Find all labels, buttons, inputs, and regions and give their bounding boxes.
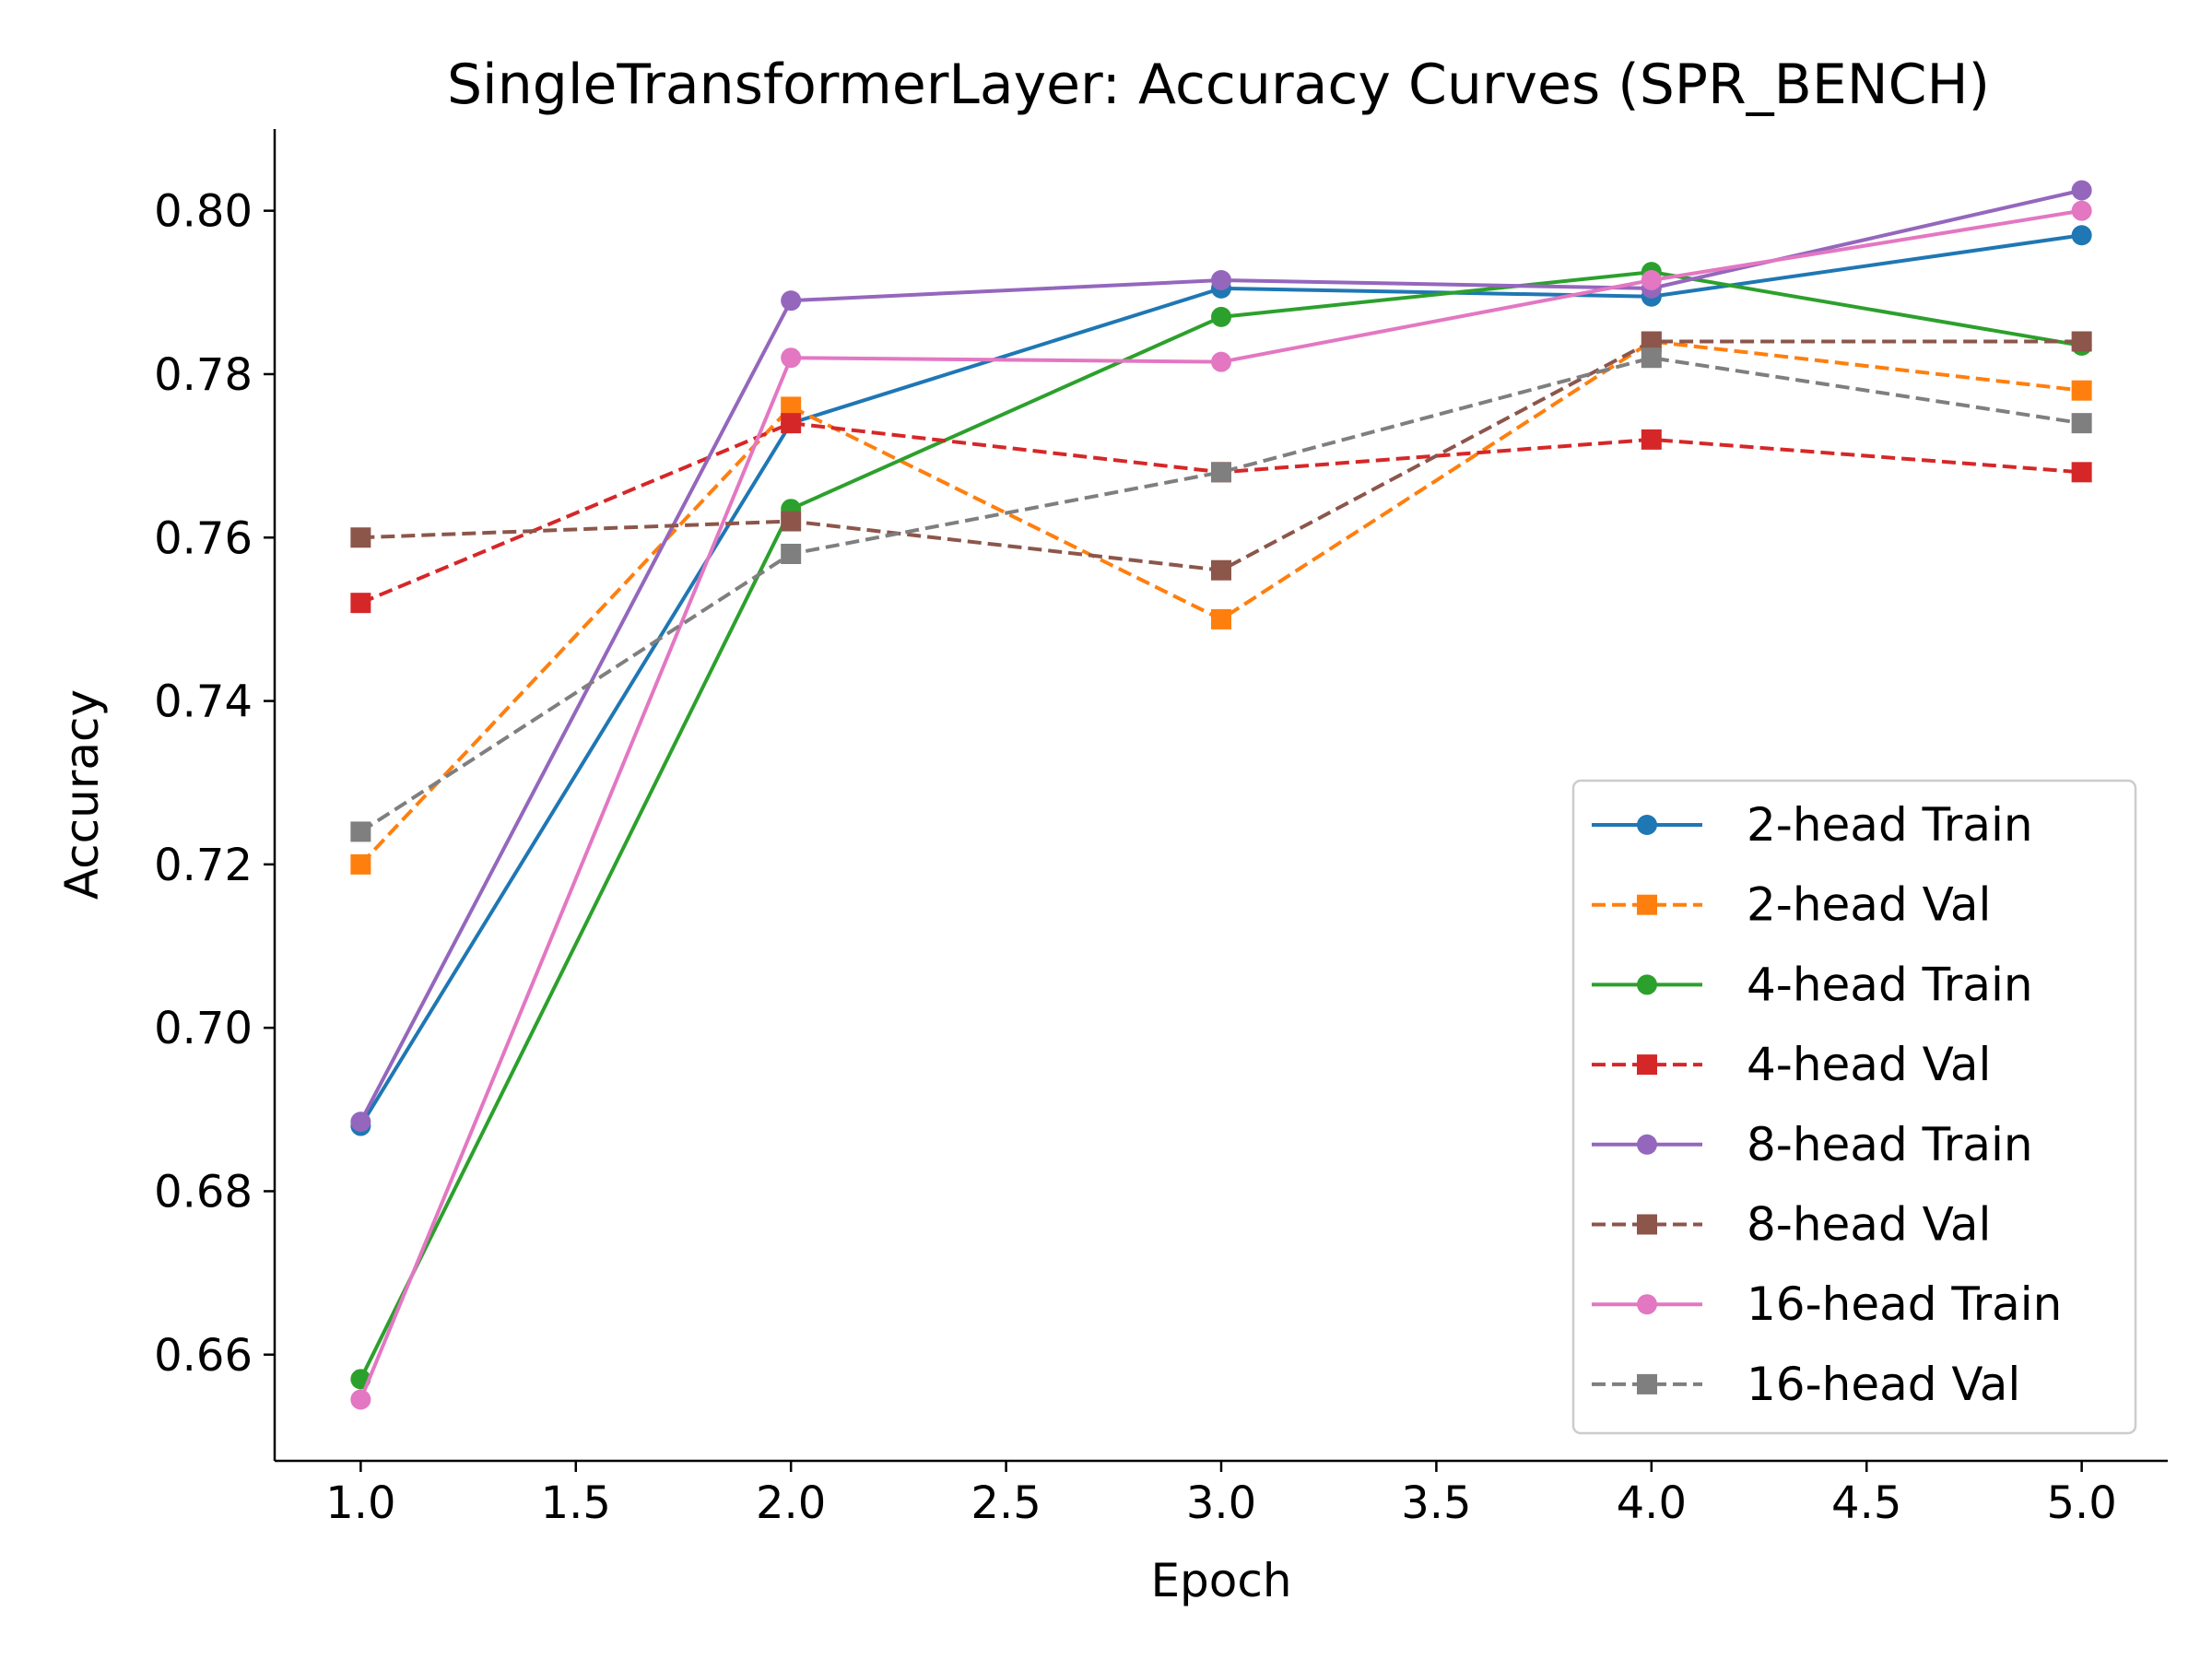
- y-tick-label: 0.70: [154, 1003, 253, 1054]
- data-point: [1641, 429, 1662, 450]
- data-point: [2071, 200, 2092, 221]
- data-point: [781, 290, 802, 312]
- data-point: [781, 347, 802, 369]
- legend-marker: [1637, 1054, 1657, 1076]
- data-point: [350, 593, 371, 614]
- data-point: [781, 543, 802, 564]
- data-point: [1211, 559, 1231, 581]
- legend-label: 2-head Train: [1747, 798, 2033, 852]
- y-tick-label: 0.66: [154, 1330, 253, 1382]
- data-point: [781, 396, 802, 418]
- y-tick-label: 0.74: [154, 677, 253, 728]
- y-tick-label: 0.76: [154, 512, 253, 564]
- x-tick-label: 5.0: [2046, 1477, 2116, 1529]
- legend: 2-head Train 2-head Val 4-head Train 4-head…: [1571, 779, 2137, 1435]
- legend-label: 16-head Val: [1747, 1358, 2020, 1411]
- legend-marker: [1637, 1134, 1657, 1155]
- chart-title: SingleTransformerLayer: Accuracy Curves …: [447, 53, 1990, 117]
- data-point: [2071, 225, 2092, 246]
- data-point: [350, 527, 371, 548]
- data-point: [1211, 608, 1231, 629]
- x-tick-label: 2.0: [756, 1477, 826, 1529]
- legend-label: 8-head Val: [1747, 1198, 1991, 1252]
- y-tick-label: 0.78: [154, 349, 253, 401]
- legend-label: 2-head Val: [1747, 878, 1991, 932]
- legend-marker: [1637, 894, 1657, 915]
- data-point: [1211, 270, 1231, 291]
- x-tick-label: 1.5: [541, 1477, 611, 1529]
- plot-lines: [350, 180, 2092, 1410]
- y-tick-label: 0.68: [154, 1166, 253, 1218]
- y-tick-label: 0.80: [154, 186, 253, 238]
- legend-marker: [1637, 1294, 1657, 1315]
- data-point: [1211, 462, 1231, 483]
- legend-frame: [1571, 779, 2137, 1435]
- legend-label: 4-head Val: [1747, 1038, 1991, 1091]
- x-tick-label: 2.5: [971, 1477, 1041, 1529]
- data-point: [1641, 347, 1662, 369]
- y-axis-label: Accuracy: [55, 689, 109, 900]
- x-tick-label: 4.0: [1617, 1477, 1687, 1529]
- y-tick-label: 0.72: [154, 840, 253, 891]
- data-point: [2071, 180, 2092, 201]
- data-point: [2071, 413, 2092, 434]
- data-point: [1211, 351, 1231, 372]
- x-tick-label: 3.0: [1186, 1477, 1256, 1529]
- data-point: [350, 821, 371, 842]
- x-tick-label: 1.0: [325, 1477, 395, 1529]
- legend-label: 4-head Train: [1747, 958, 2033, 1011]
- data-point: [1641, 270, 1662, 291]
- data-point: [1211, 306, 1231, 327]
- legend-marker: [1637, 815, 1657, 835]
- data-point: [1641, 331, 1662, 352]
- x-axis-ticks: 1.0 1.5 2.0 2.5 3.0 3.5 4.0 4.5 5.0: [325, 1461, 2117, 1529]
- data-point: [350, 1112, 371, 1133]
- y-axis-ticks: 0.66 0.68 0.70 0.72 0.74 0.76 0.78 0.80: [154, 186, 275, 1382]
- x-tick-label: 3.5: [1401, 1477, 1471, 1529]
- data-point: [350, 853, 371, 875]
- legend-marker: [1637, 1214, 1657, 1235]
- legend-marker: [1637, 1373, 1657, 1394]
- legend-label: 8-head Train: [1747, 1118, 2033, 1171]
- legend-label: 16-head Train: [1747, 1277, 2062, 1331]
- legend-marker: [1637, 974, 1657, 995]
- x-axis-label: Epoch: [1150, 1554, 1291, 1607]
- data-point: [781, 413, 802, 434]
- data-point: [2071, 380, 2092, 401]
- data-point: [781, 511, 802, 532]
- data-point: [2071, 462, 2092, 483]
- data-point: [350, 1389, 371, 1410]
- data-point: [2071, 331, 2092, 352]
- x-tick-label: 4.5: [1831, 1477, 1901, 1529]
